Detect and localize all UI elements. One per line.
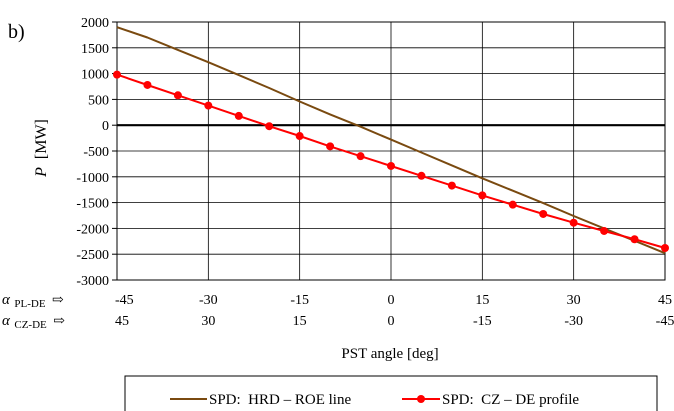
gridlines: [116, 21, 666, 281]
x-tick-label-pl: -30: [199, 293, 218, 308]
series-point-cz-de: [204, 101, 213, 110]
legend-marker-cz-de: [417, 395, 425, 403]
series-point-cz-de: [661, 244, 669, 253]
y-tick-label: 1000: [81, 68, 109, 83]
x-tick-label-pl: -45: [115, 293, 134, 308]
series-point-cz-de: [447, 181, 456, 190]
x-axis-pl-sub: PL-DE: [14, 298, 45, 310]
x-tick-label-cz: -15: [473, 314, 492, 329]
x-tick-label-pl: 45: [658, 293, 672, 308]
x-axis-pl-label: α PL-DE ⇨: [2, 292, 64, 311]
series-line-hrd-roe: [116, 26, 666, 255]
series-point-cz-de: [508, 200, 517, 209]
series-point-cz-de: [143, 80, 152, 89]
y-axis-label: P [MW]: [33, 119, 50, 178]
legend-box: [124, 375, 658, 411]
x-tick-label-cz: -45: [656, 314, 674, 329]
series-point-cz-de: [326, 142, 335, 151]
y-tick-label: 2000: [81, 16, 109, 31]
svg-text:α CZ-DE ⇨: α CZ-DE ⇨: [2, 313, 65, 332]
x-axis-cz-arrow: ⇨: [53, 314, 65, 329]
y-axis-ticks: 2000 1500 1000 500 0 -500 -1000 -1500 -2000 -2500…: [76, 16, 117, 289]
x-tick-label-pl: 15: [475, 293, 489, 308]
series-point-cz-de: [234, 111, 243, 120]
x-tick-label-pl: 30: [567, 293, 581, 308]
y-axis-label-var: P: [33, 167, 50, 178]
y-tick-label: 1500: [81, 42, 109, 57]
series-point-cz-de: [387, 161, 395, 170]
x-tick-label-cz: -30: [564, 314, 583, 329]
y-axis-label-unit: [MW]: [33, 119, 50, 159]
series-point-cz-de: [356, 152, 365, 161]
y-tick-label: -2500: [76, 248, 109, 263]
series-point-cz-de: [478, 191, 487, 200]
series-point-cz-de: [630, 235, 639, 244]
series-point-cz-de: [295, 132, 304, 141]
y-tick-label: -500: [83, 145, 109, 160]
y-tick-label: -3000: [76, 274, 109, 289]
x-axis-pl-var: α: [2, 292, 11, 308]
y-tick-label: -1000: [76, 171, 109, 186]
x-axis-cz-var: α: [2, 313, 11, 329]
svg-text:α PL-DE ⇨: α PL-DE ⇨: [2, 292, 64, 311]
y-tick-label: 500: [88, 93, 109, 108]
series-point-cz-de: [600, 226, 609, 235]
legend-label-hrd-roe: SPD: HRD – ROE line: [209, 392, 351, 408]
x-axis-pl-ticks: -45 -30 -15 0 15 30 45: [115, 293, 672, 308]
x-tick-label-cz: 45: [115, 314, 129, 329]
x-axis-cz-ticks: 45 30 15 0 -15 -30 -45: [115, 314, 674, 329]
y-tick-label: -1500: [76, 197, 109, 212]
x-tick-label-cz: 15: [293, 314, 307, 329]
series-point-cz-de: [539, 209, 548, 218]
legend: SPD: HRD – ROE line SPD: CZ – DE profile: [124, 375, 658, 411]
x-tick-label-cz: 30: [201, 314, 215, 329]
series-point-cz-de: [113, 70, 121, 79]
y-tick-label: 0: [102, 119, 109, 134]
series-point-cz-de: [173, 91, 182, 100]
x-tick-label-pl: -15: [290, 293, 309, 308]
y-tick-label: -2000: [76, 222, 109, 237]
panel-label: b): [8, 21, 25, 43]
series-point-cz-de: [417, 171, 426, 180]
legend-label-cz-de: SPD: CZ – DE profile: [442, 392, 579, 408]
x-tick-label-cz: 0: [388, 314, 395, 329]
series-point-cz-de: [265, 122, 274, 131]
series-point-cz-de: [569, 218, 578, 227]
x-axis-pl-arrow: ⇨: [52, 293, 64, 308]
x-axis-label: PST angle [deg]: [341, 346, 438, 362]
x-axis-cz-sub: CZ-DE: [14, 319, 47, 331]
series-layer: [113, 26, 669, 255]
x-axis-cz-label: α CZ-DE ⇨: [2, 313, 65, 332]
x-tick-label-pl: 0: [388, 293, 395, 308]
